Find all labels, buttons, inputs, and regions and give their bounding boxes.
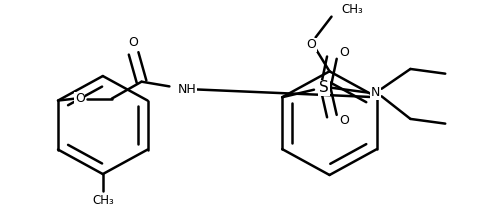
Text: CH₃: CH₃ [341,2,363,16]
Text: CH₃: CH₃ [92,194,114,207]
Text: O: O [339,114,349,127]
Text: O: O [75,92,85,105]
Text: O: O [129,36,139,49]
Text: O: O [307,38,316,51]
Text: N: N [371,86,380,99]
Text: S: S [319,80,329,95]
Text: NH: NH [177,83,196,96]
Text: O: O [339,46,349,59]
